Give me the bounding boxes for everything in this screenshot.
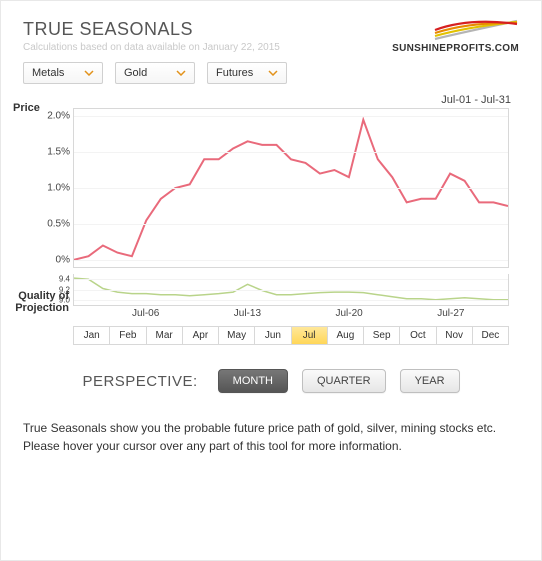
month-selector: JanFebMarAprMayJunJulAugSepOctNovDec	[73, 326, 509, 345]
ytick-label: 0%	[38, 254, 70, 265]
ytick-label: 9.2	[48, 285, 70, 294]
month-jan[interactable]: Jan	[74, 327, 110, 344]
page-title: TRUE SEASONALS	[23, 19, 280, 40]
logo-swoosh-icon	[429, 19, 519, 45]
month-dec[interactable]: Dec	[473, 327, 508, 344]
perspective-quarter-button[interactable]: QUARTER	[302, 369, 386, 393]
gridline	[74, 279, 508, 280]
xtick-label: Jul-06	[132, 308, 159, 319]
ytick-label: 1.5%	[38, 147, 70, 158]
gridline	[74, 116, 508, 117]
dropdown-futures[interactable]: Futures	[207, 62, 287, 84]
perspective-label: PERSPECTIVE:	[82, 373, 197, 390]
price-chart[interactable]: 0%0.5%1.0%1.5%2.0%	[73, 108, 509, 268]
xtick-label: Jul-20	[336, 308, 363, 319]
month-nov[interactable]: Nov	[437, 327, 473, 344]
month-sep[interactable]: Sep	[364, 327, 400, 344]
xtick-label: Jul-13	[234, 308, 261, 319]
gridline	[74, 224, 508, 225]
dropdown-gold[interactable]: Gold	[115, 62, 195, 84]
ytick-label: 2.0%	[38, 111, 70, 122]
ytick-label: 9.0	[48, 295, 70, 304]
chart-wrap: Price Quality of Projection 0%0.5%1.0%1.…	[23, 108, 519, 345]
month-jul[interactable]: Jul	[292, 327, 328, 344]
chart-area: 0%0.5%1.0%1.5%2.0% 9.09.29.4 Jul-06 Jul-1…	[73, 108, 509, 345]
month-aug[interactable]: Aug	[328, 327, 364, 344]
dropdown-label: Metals	[32, 67, 64, 79]
month-oct[interactable]: Oct	[400, 327, 436, 344]
gridline	[74, 290, 508, 291]
header: TRUE SEASONALS Calculations based on dat…	[23, 19, 519, 54]
brand-logo: SUNSHINEPROFITS.COM	[392, 19, 519, 54]
subtitle: Calculations based on data available on …	[23, 42, 280, 53]
month-may[interactable]: May	[219, 327, 255, 344]
date-range: Jul-01 - Jul-31	[23, 94, 519, 106]
chevron-down-icon	[176, 70, 186, 76]
footer-text: True Seasonals show you the probable fut…	[23, 419, 519, 455]
month-feb[interactable]: Feb	[110, 327, 146, 344]
gridline	[74, 152, 508, 153]
gridline	[74, 188, 508, 189]
title-block: TRUE SEASONALS Calculations based on dat…	[23, 19, 280, 53]
month-mar[interactable]: Mar	[147, 327, 183, 344]
ytick-label: 0.5%	[38, 218, 70, 229]
price-ylabel: Price	[13, 102, 40, 114]
xtick-label: Jul-27	[437, 308, 464, 319]
ytick-label: 9.4	[48, 275, 70, 284]
gridline	[74, 260, 508, 261]
gridline	[74, 300, 508, 301]
month-apr[interactable]: Apr	[183, 327, 219, 344]
perspective-month-button[interactable]: MONTH	[218, 369, 288, 393]
qop-chart[interactable]: 9.09.29.4	[73, 274, 509, 306]
dropdown-row: Metals Gold Futures	[23, 62, 519, 84]
perspective-year-button[interactable]: YEAR	[400, 369, 460, 393]
xaxis: Jul-06 Jul-13 Jul-20 Jul-27	[73, 308, 509, 322]
logo-text: SUNSHINEPROFITS.COM	[392, 43, 519, 54]
chevron-down-icon	[268, 70, 278, 76]
dropdown-label: Gold	[124, 67, 147, 79]
ytick-label: 1.0%	[38, 183, 70, 194]
chevron-down-icon	[84, 70, 94, 76]
dropdown-metals[interactable]: Metals	[23, 62, 103, 84]
dropdown-label: Futures	[216, 67, 253, 79]
perspective-row: PERSPECTIVE: MONTH QUARTER YEAR	[23, 369, 519, 393]
month-jun[interactable]: Jun	[255, 327, 291, 344]
